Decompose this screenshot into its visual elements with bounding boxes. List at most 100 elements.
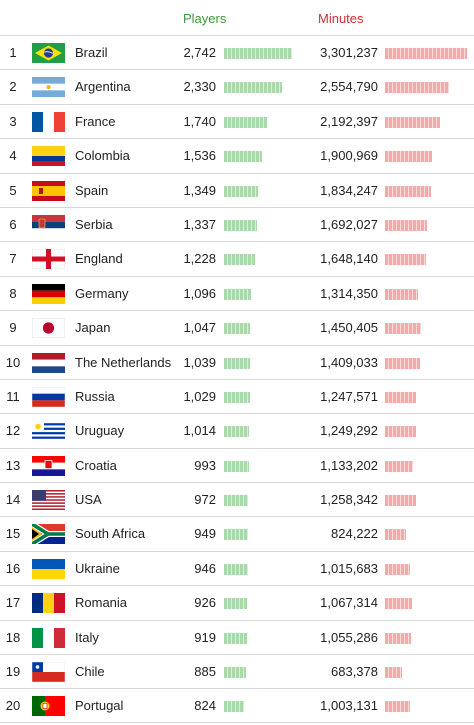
players-value: 1,337 xyxy=(183,216,216,232)
italy-flag xyxy=(32,627,65,648)
country-name: Ukraine xyxy=(75,560,120,576)
rank-label: 8 xyxy=(9,285,17,301)
table-row: 9 Japan 1,047 1,450,405 xyxy=(0,310,474,344)
players-bar xyxy=(224,598,247,610)
rank-label: 5 xyxy=(9,182,17,198)
players-value: 949 xyxy=(194,526,216,542)
minutes-value: 1,450,405 xyxy=(320,320,378,336)
players-value: 824 xyxy=(194,698,216,714)
minutes-value: 1,247,571 xyxy=(320,388,378,404)
minutes-bar xyxy=(385,323,421,335)
chile-flag xyxy=(32,662,65,683)
country-name: Germany xyxy=(75,285,129,301)
players-bar xyxy=(224,185,258,197)
country-name: South Africa xyxy=(75,526,146,542)
country-name: Argentina xyxy=(75,79,131,95)
players-value: 1,039 xyxy=(183,354,216,370)
rank-label: 9 xyxy=(9,320,17,336)
players-bar xyxy=(224,495,249,507)
minutes-value: 824,222 xyxy=(331,526,378,542)
players-bar xyxy=(224,632,247,644)
rank-label: 1 xyxy=(9,45,17,60)
country-name: Spain xyxy=(75,182,109,198)
minutes-bar xyxy=(385,495,417,507)
rank-label: 6 xyxy=(9,216,17,232)
minutes-bar xyxy=(385,426,416,438)
minutes-bar xyxy=(385,151,433,163)
minutes-bar xyxy=(385,116,440,128)
table-row: 13 Croatia 993 1,133,202 xyxy=(0,447,474,482)
players-bar xyxy=(224,48,292,59)
rank-label: 4 xyxy=(9,148,17,164)
rank-label: 15 xyxy=(5,526,21,542)
minutes-bar xyxy=(385,391,416,403)
table-row: 17 Romania 926 1,067,314 xyxy=(0,585,474,619)
players-bar xyxy=(224,357,250,369)
players-bar xyxy=(224,219,258,231)
table-row: 20 Portugal 824 1,003,131 xyxy=(0,688,474,723)
table-row: 1 Brazil 2,742 3,301,237 xyxy=(0,35,474,69)
minutes-bar xyxy=(385,219,427,231)
players-value: 919 xyxy=(194,629,216,645)
country-name: Japan xyxy=(75,320,111,336)
minutes-value: 3,301,237 xyxy=(320,45,378,60)
country-name: Chile xyxy=(75,664,105,680)
rank-label: 19 xyxy=(5,664,21,680)
country-name: Italy xyxy=(75,629,99,645)
players-value: 926 xyxy=(194,595,216,611)
rank-label: 7 xyxy=(9,251,17,267)
players-value: 1,349 xyxy=(183,182,216,198)
minutes-value: 1,900,969 xyxy=(320,148,378,164)
minutes-value: 1,003,131 xyxy=(320,698,378,714)
players-bar xyxy=(224,391,250,403)
table-row: 10 The Netherlands 1,039 1,409,033 xyxy=(0,344,474,379)
romania-flag xyxy=(32,593,65,614)
table-row: 8 Germany 1,096 1,314,350 xyxy=(0,275,474,310)
minutes-bar xyxy=(385,460,414,472)
players-value: 1,047 xyxy=(183,320,216,336)
minutes-bar xyxy=(385,529,406,541)
brazil-flag xyxy=(32,43,65,63)
players-bar xyxy=(224,82,282,94)
table-row: 6 Serbia 1,337 1,692,027 xyxy=(0,206,474,241)
players-value: 1,536 xyxy=(183,148,216,164)
country-name: The Netherlands xyxy=(75,354,172,370)
country-name: Romania xyxy=(75,595,128,611)
minutes-bar xyxy=(385,357,420,369)
minutes-bar xyxy=(385,185,431,197)
minutes-value: 1,409,033 xyxy=(320,354,378,370)
players-header: Players xyxy=(183,11,227,26)
table-row: 3 France 1,740 2,192,397 xyxy=(0,103,474,138)
minutes-bar xyxy=(385,667,402,679)
players-value: 1,029 xyxy=(183,388,216,404)
minutes-bar xyxy=(385,288,418,300)
ukraine-flag xyxy=(32,558,65,579)
minutes-value: 1,648,140 xyxy=(320,251,378,267)
germany-flag xyxy=(32,283,65,304)
players-value: 885 xyxy=(194,664,216,680)
minutes-bar xyxy=(385,48,467,59)
players-value: 1,740 xyxy=(183,113,216,129)
rank-label: 14 xyxy=(5,492,21,508)
minutes-value: 1,055,286 xyxy=(320,629,378,645)
rank-label: 11 xyxy=(6,388,20,404)
argentina-flag xyxy=(32,77,65,98)
minutes-value: 1,834,247 xyxy=(320,182,378,198)
minutes-bar xyxy=(385,632,412,644)
rank-label: 20 xyxy=(5,698,21,714)
table-row: 18 Italy 919 1,055,286 xyxy=(0,619,474,654)
table-row: 7 England 1,228 1,648,140 xyxy=(0,241,474,275)
netherlands-flag xyxy=(32,352,65,373)
minutes-value: 2,554,790 xyxy=(320,79,378,95)
players-value: 1,096 xyxy=(183,285,216,301)
minutes-bar xyxy=(385,563,411,575)
russia-flag xyxy=(32,386,65,407)
england-flag xyxy=(32,249,65,270)
country-name: France xyxy=(75,113,116,129)
players-value: 946 xyxy=(194,560,216,576)
country-name: Colombia xyxy=(75,148,130,164)
country-name: Russia xyxy=(75,388,115,404)
country-name: Croatia xyxy=(75,457,117,473)
minutes-value: 1,692,027 xyxy=(320,216,378,232)
players-bar xyxy=(224,460,249,472)
